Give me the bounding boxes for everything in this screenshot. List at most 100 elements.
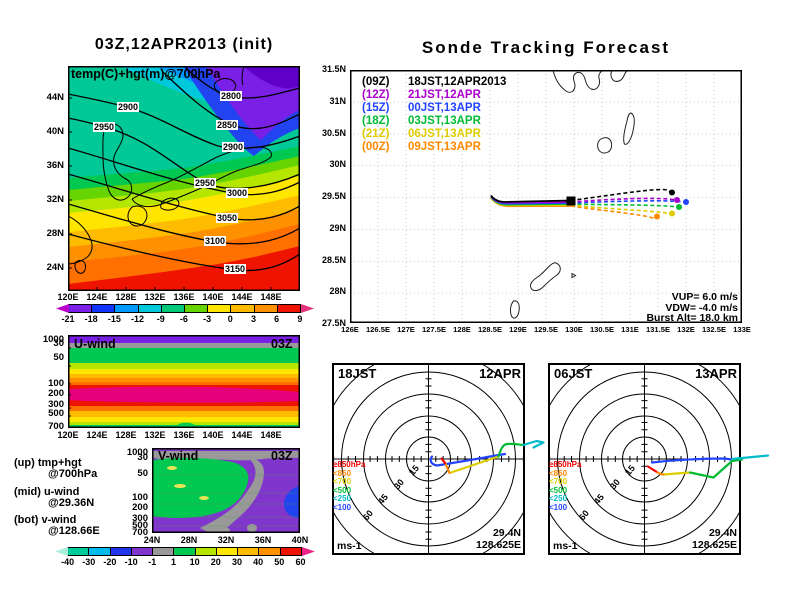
uwind-label: U-wind <box>74 337 116 351</box>
grid-dotted <box>350 70 742 323</box>
hodo1-level-legend: ≥850hPa <850 <700 <500 <250 <100 <box>333 460 366 513</box>
ring-label-15: 15 <box>407 463 421 477</box>
hodo2-level-legend: ≥850hPa <850 <700 <500 <250 <100 <box>549 460 581 513</box>
note-bot: (bot) v-wind <box>14 514 77 526</box>
ring-label-15: 15 <box>623 463 637 477</box>
lon-tick-label: 124E <box>86 430 108 440</box>
colorbar-tick-label: 20 <box>210 557 221 567</box>
colorbar-tick-label: 3 <box>250 314 256 324</box>
lon-tick-label: 132.5E <box>701 325 727 334</box>
note-up: (up) tmp+hgt <box>14 457 82 469</box>
map-title: 03Z,12APR2013 (init) <box>94 36 274 53</box>
hodograph-trace <box>429 439 545 475</box>
colorbar-tick-label: -3 <box>203 314 212 324</box>
pressure-tick-label: 500 <box>132 520 148 531</box>
uwind-time: 03Z <box>271 337 293 351</box>
sonde-legend: (09Z) 18JST,12APR2013 (12Z) 21JST,12APR (1… <box>362 76 506 154</box>
lat-tick-label: 31N <box>329 95 346 106</box>
legend-item: <500 <box>549 485 568 495</box>
ring-label-30: 30 <box>392 477 406 491</box>
vwind-frame <box>152 448 300 533</box>
lon-tick-label: 148E <box>260 430 282 440</box>
lon-tick-label: 131E <box>621 325 639 334</box>
colorbar-tick-label: 9 <box>297 314 303 324</box>
hodograph-trace <box>646 454 770 479</box>
vwind-lat-axis: 24N 28N 32N 36N 40N <box>138 535 314 545</box>
hodo2-date: 13APR <box>695 366 737 381</box>
pressure-tick-label: 300 <box>48 399 64 410</box>
sonde-tracks-forecast <box>570 188 687 219</box>
lat-tick-label: 40N <box>291 535 309 545</box>
contour-label: 2950 <box>193 178 217 188</box>
lon-tick-label: 140E <box>202 292 224 302</box>
lon-tick-label: 130.5E <box>589 325 615 334</box>
lon-tick-label: 132E <box>144 292 166 302</box>
sonde-tracks-solid <box>490 194 572 208</box>
uwind-frame <box>68 335 300 428</box>
temp-colorbar <box>56 304 315 313</box>
pressure-tick-label: 700 <box>132 527 148 538</box>
lon-tick-label: 128E <box>115 430 137 440</box>
lon-tick-label: 127.5E <box>421 325 447 334</box>
note-up-level: @700hPa <box>48 468 98 480</box>
pressure-tick-label: 50 <box>53 352 64 363</box>
contour-label: 3050 <box>215 213 239 223</box>
sonde-map <box>350 70 742 323</box>
sonde-frame <box>350 70 742 323</box>
lat-tick-label: 40N <box>46 126 64 137</box>
colorbar-tick-label: -6 <box>179 314 188 324</box>
hodograph-2: 15 30 45 60 <box>548 363 770 555</box>
ring-label-60: 60 <box>361 508 375 522</box>
lon-tick-label: 124E <box>86 292 108 302</box>
colorbar-tick-label: -20 <box>103 557 117 567</box>
pressure-tick-label: 700 <box>48 421 64 432</box>
legend-item: <850 <box>549 468 568 478</box>
colorbar-right-arrow <box>301 547 315 556</box>
lon-tick-label: 136E <box>173 292 195 302</box>
colorbar-tick-label: -10 <box>124 557 138 567</box>
lat-tick-label: 32N <box>217 535 235 545</box>
lon-tick-label: 128.5E <box>477 325 503 334</box>
contour-label: 2850 <box>215 120 239 130</box>
note-bot-lon: @128.66E <box>48 525 100 537</box>
sonde-track-endpoints <box>566 189 689 220</box>
colorbar-tick-label: -18 <box>84 314 98 324</box>
hodo1-station: 29.4N 128.625E <box>476 527 521 551</box>
legend-item: ≥850hPa <box>333 460 366 469</box>
contour-label: 3000 <box>225 188 249 198</box>
colorbar-left-arrow <box>55 547 68 556</box>
lat-tick-label: 31.5N <box>321 64 346 74</box>
lon-tick-label: 136E <box>173 430 195 440</box>
colorbar-tick-label: -15 <box>107 314 121 324</box>
sonde-lat-axis: 31.5N 31N 30.5N 30N 29.5N 29N 28.5N 28N 27.5N <box>312 63 346 330</box>
lat-tick-label: 27.5N <box>321 318 346 328</box>
ring-label-45: 45 <box>376 492 390 506</box>
lon-tick-label: 130E <box>565 325 583 334</box>
lat-tick-label: 28N <box>329 286 346 297</box>
vwind-section <box>152 448 300 533</box>
legend-item: (21Z) 06JST,13APR <box>362 128 481 140</box>
colorbar-tick-label: -12 <box>131 314 145 324</box>
colorbar-left-arrow <box>56 304 69 313</box>
ring-label-60: 60 <box>577 508 591 522</box>
map-700hpa <box>68 66 300 291</box>
ring-label-45: 45 <box>592 492 606 506</box>
sonde-title: Sonde Tracking Forecast <box>421 38 671 57</box>
colorbar-tick-label: 40 <box>253 557 264 567</box>
hodo2-unit: ms-1 <box>553 540 578 552</box>
legend-item: <700 <box>333 477 352 487</box>
hodo2-time: 06JST <box>554 366 593 381</box>
branch-marker <box>566 196 576 206</box>
lat-tick-label: 28.5N <box>321 254 346 265</box>
legend-item: <100 <box>549 502 568 512</box>
lat-tick-label: 24N <box>143 535 161 545</box>
hodo1-date: 12APR <box>479 366 521 381</box>
sonde-params: VUP= 6.0 m/s VDW= -4.0 m/s Burst Alt= 18… <box>560 292 738 324</box>
contour-label: 3100 <box>203 236 227 246</box>
pressure-tick-label: 1000 <box>42 334 64 345</box>
hodo1-unit: ms-1 <box>337 540 362 552</box>
lon-tick-label: 144E <box>231 430 253 440</box>
contour-label: 3150 <box>223 264 247 274</box>
map-field-label: temp(C)+hgt(m)@700hPa <box>71 67 221 81</box>
vwind-colorbar <box>55 547 315 556</box>
